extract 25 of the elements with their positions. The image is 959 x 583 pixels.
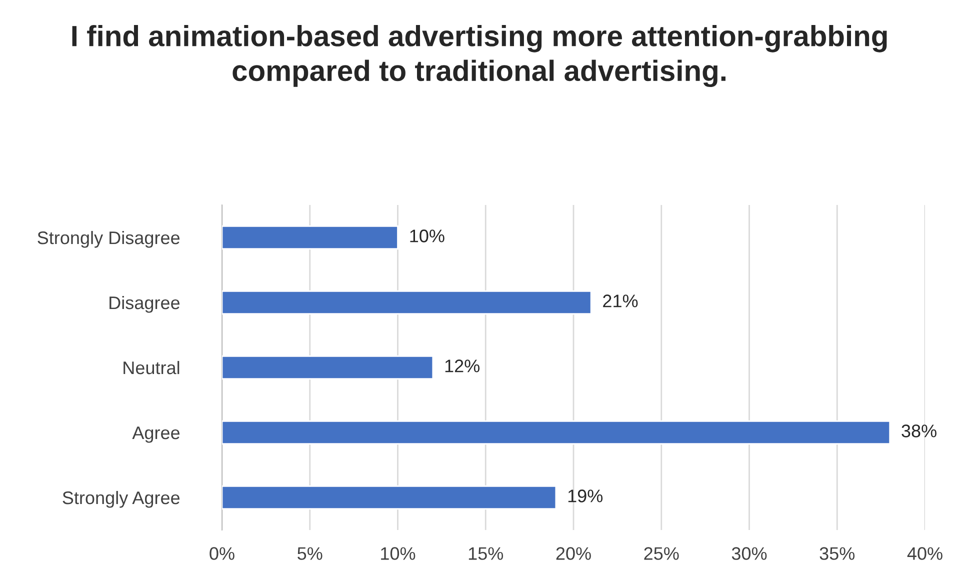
x-tick-label: 0%: [210, 547, 234, 560]
bar: [222, 485, 557, 510]
x-tick-label: 30%: [732, 547, 767, 560]
x-tick-label: 40%: [907, 547, 942, 560]
x-tick-label: 35%: [820, 547, 855, 560]
y-tick-label: Neutral: [124, 360, 180, 374]
data-label: 19%: [568, 490, 603, 502]
y-tick-label: Strongly Agree: [62, 490, 180, 508]
bar: [222, 420, 891, 445]
bar: [222, 290, 592, 315]
data-label: 10%: [410, 230, 444, 242]
data-label: 38%: [902, 424, 936, 438]
y-tick-label: Disagree: [110, 296, 180, 313]
x-tick-label: 25%: [644, 547, 679, 560]
data-label: 12%: [445, 360, 480, 372]
bar: [222, 355, 434, 380]
x-tick-label: 5%: [298, 547, 322, 560]
x-tick-label: 10%: [381, 547, 416, 560]
bar: [222, 225, 398, 250]
y-tick-label: Strongly Disagree: [38, 230, 180, 248]
x-tick-label: 15%: [468, 547, 504, 560]
y-tick-label: Agree: [132, 426, 180, 443]
chart-title: I find animation-based advertising more attention-grabbing compared to traditional advertising.: [72, 25, 887, 88]
x-tick-label: 20%: [556, 547, 591, 560]
data-label: 21%: [603, 294, 638, 308]
